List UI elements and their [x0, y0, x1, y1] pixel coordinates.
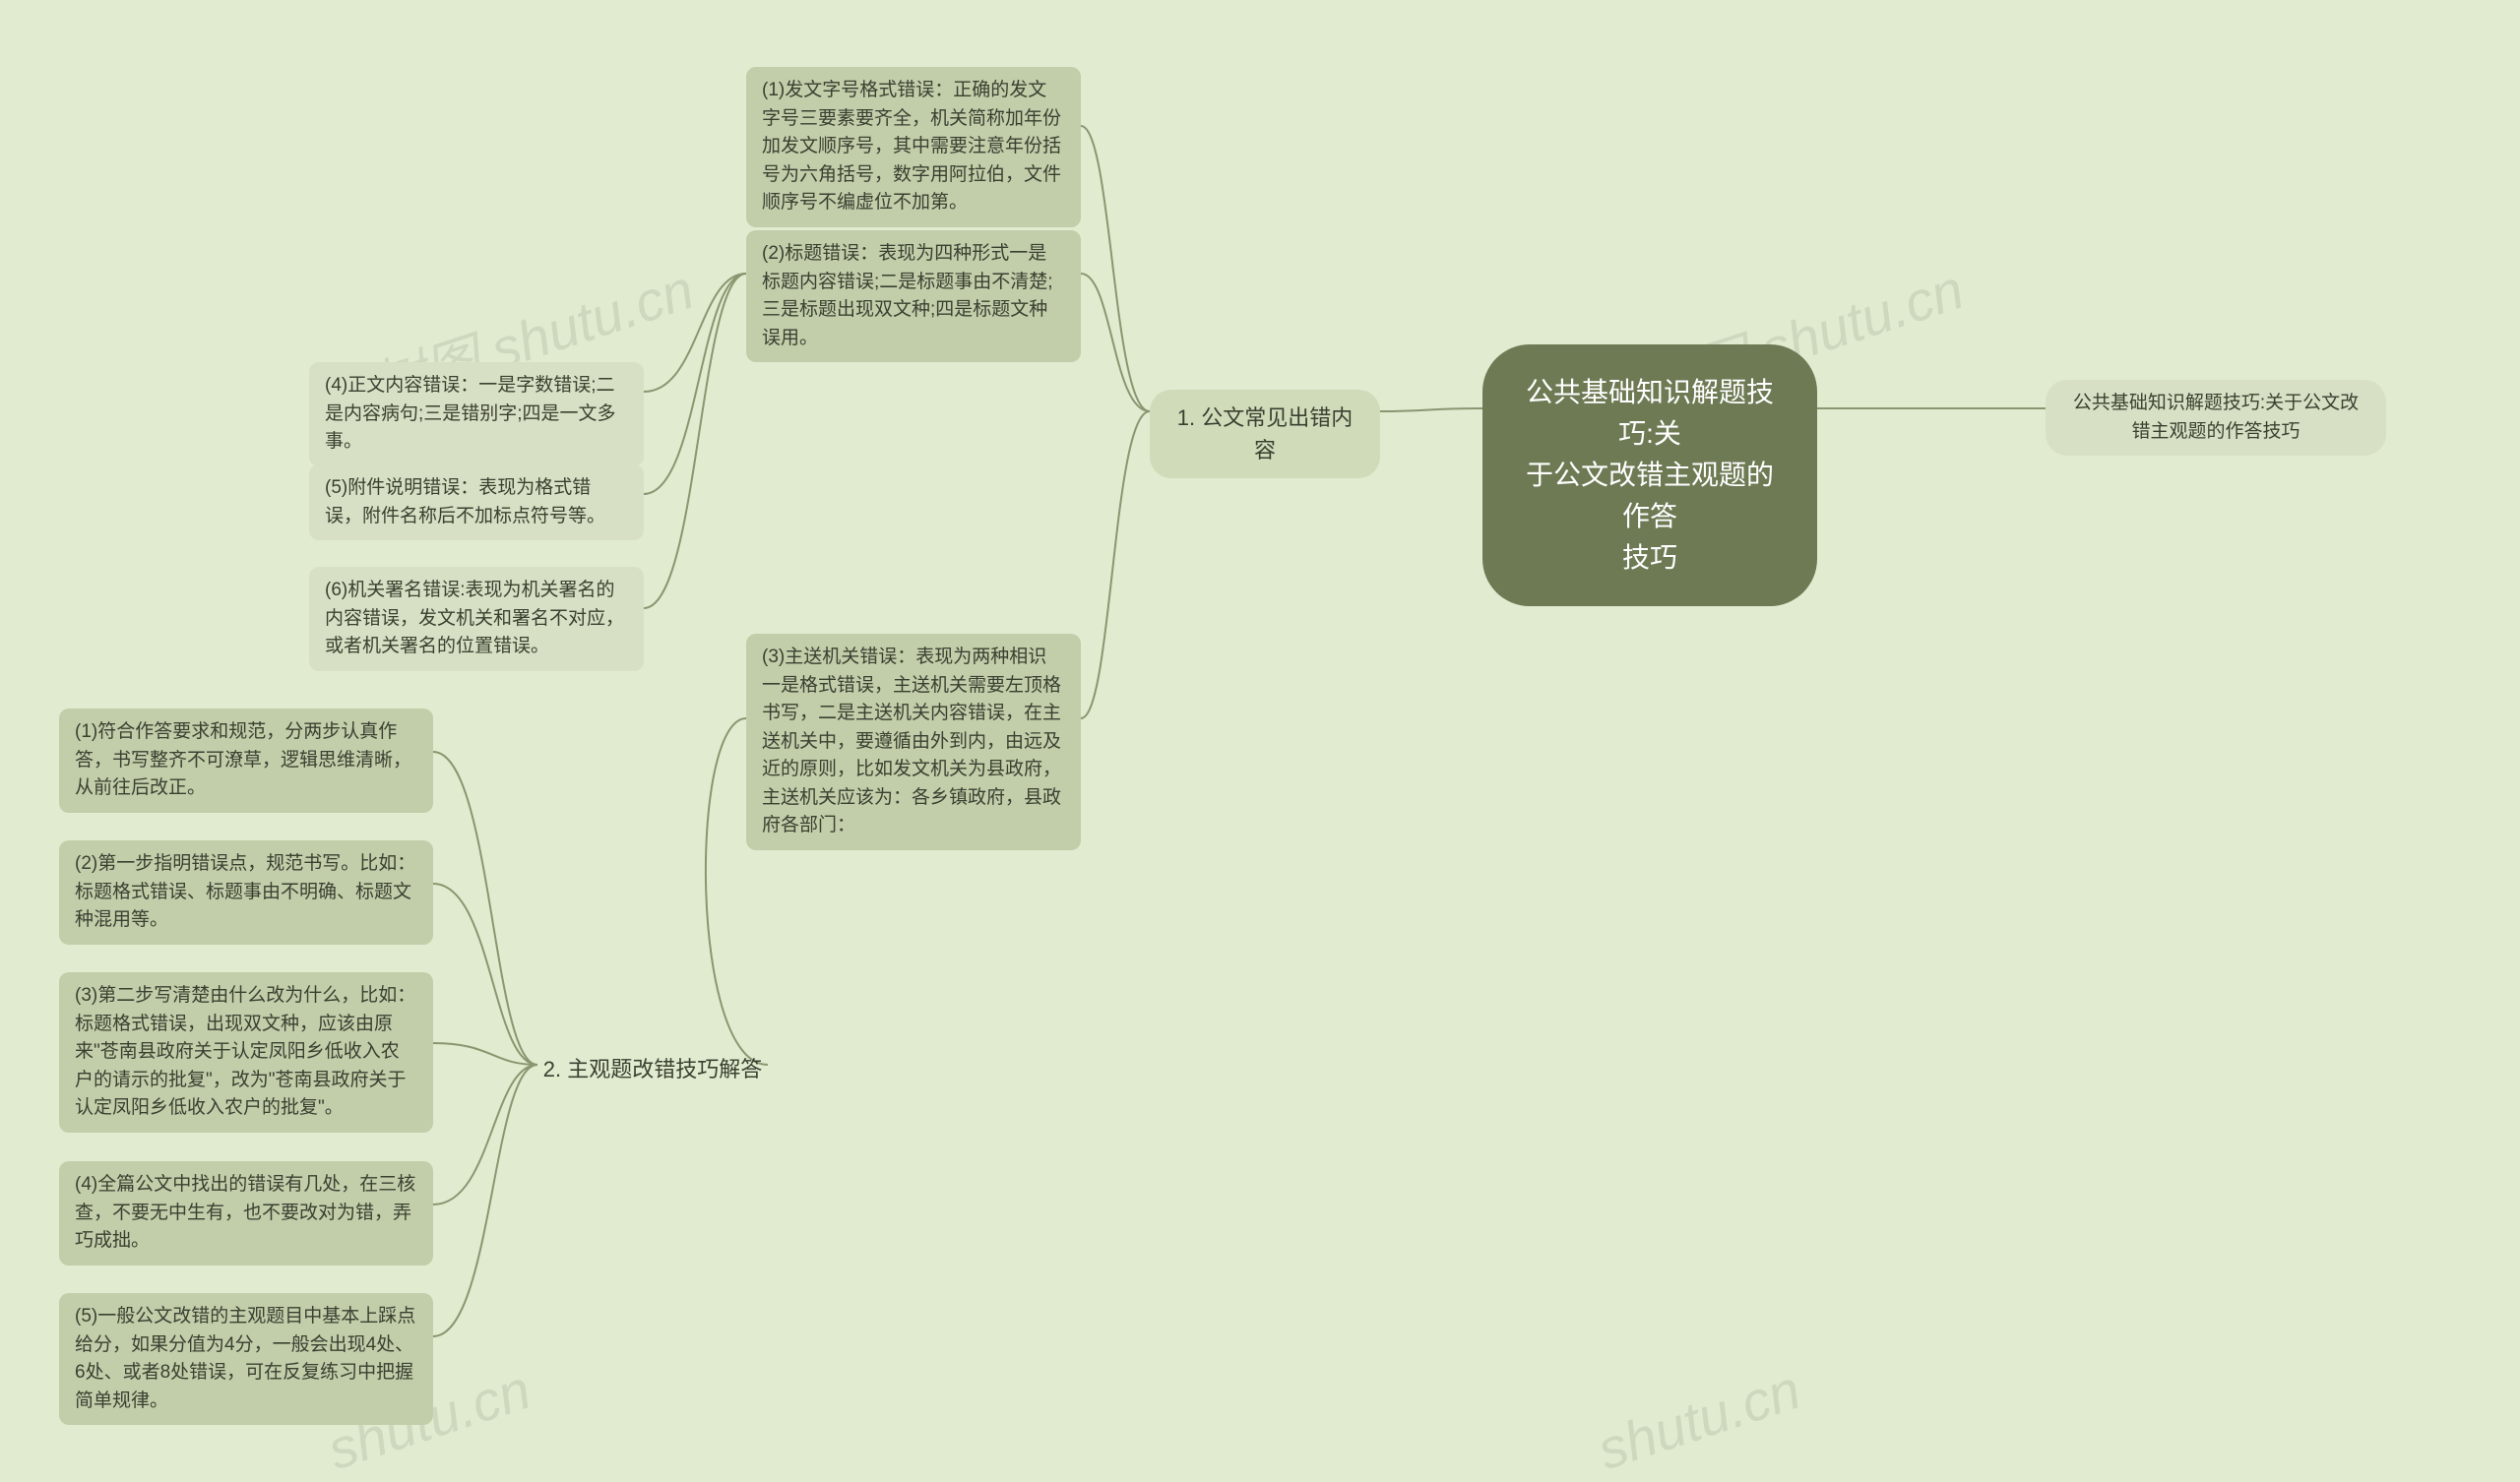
branch1-left-leaf-1[interactable]: (5)附件说明错误：表现为格式错误，附件名称后不加标点符号等。	[309, 464, 644, 540]
branch2-leaf-3[interactable]: (4)全篇公文中找出的错误有几处，在三核查，不要无中生有，也不要改对为错，弄巧成…	[59, 1161, 433, 1266]
branch1-top-leaf-0[interactable]: (1)发文字号格式错误：正确的发文字号三要素要齐全，机关简称加年份加发文顺序号，…	[746, 67, 1081, 227]
branch1-top-leaf-1[interactable]: (2)标题错误：表现为四种形式一是标题内容错误;二是标题事由不清楚;三是标题出现…	[746, 230, 1081, 362]
branch2-leaf-1[interactable]: (2)第一步指明错误点，规范书写。比如：标题格式错误、标题事由不明确、标题文种混…	[59, 840, 433, 945]
root-title-line1: 公共基础知识解题技巧:关	[1518, 372, 1782, 455]
right-summary-leaf[interactable]: 公共基础知识解题技巧:关于公文改 错主观题的作答技巧	[2046, 380, 2386, 456]
right-summary-line1: 公共基础知识解题技巧:关于公文改	[2061, 390, 2370, 418]
branch2-leaf-4[interactable]: (5)一般公文改错的主观题目中基本上踩点给分，如果分值为4分，一般会出现4处、6…	[59, 1293, 433, 1425]
watermark: shutu.cn	[1590, 1357, 1807, 1482]
branch2-leaf-2[interactable]: (3)第二步写清楚由什么改为什么，比如：标题格式错误，出现双文种，应该由原来"苍…	[59, 972, 433, 1133]
branch2-node[interactable]: 2. 主观题改错技巧解答	[537, 1049, 768, 1089]
branch1-node[interactable]: 1. 公文常见出错内容	[1150, 390, 1380, 478]
root-title-line3: 技巧	[1518, 537, 1782, 579]
root-node[interactable]: 公共基础知识解题技巧:关 于公文改错主观题的作答 技巧	[1482, 344, 1817, 606]
branch2-leaf-0[interactable]: (1)符合作答要求和规范，分两步认真作答，书写整齐不可潦草，逻辑思维清晰，从前往…	[59, 709, 433, 813]
branch1-left-leaf-2[interactable]: (6)机关署名错误:表现为机关署名的内容错误，发文机关和署名不对应，或者机关署名…	[309, 567, 644, 671]
branch1-left-leaf-0[interactable]: (4)正文内容错误：一是字数错误;二是内容病句;三是错别字;四是一文多事。	[309, 362, 644, 466]
branch1-bottom-leaf-0[interactable]: (3)主送机关错误：表现为两种相识一是格式错误，主送机关需要左顶格书写，二是主送…	[746, 634, 1081, 850]
root-title-line2: 于公文改错主观题的作答	[1518, 455, 1782, 537]
right-summary-line2: 错主观题的作答技巧	[2061, 418, 2370, 447]
